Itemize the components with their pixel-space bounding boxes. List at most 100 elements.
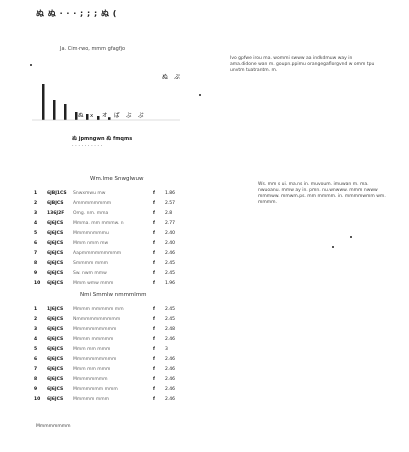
bar-1 bbox=[42, 84, 45, 120]
cell-title: Mmm mm mmm bbox=[73, 346, 111, 352]
footer-text: Mmmmmmmm bbox=[36, 424, 71, 429]
cell-score: 2.45 bbox=[165, 306, 176, 312]
cell-num: 1 bbox=[34, 190, 38, 196]
bar-7 bbox=[108, 117, 111, 120]
table-row: 6 6J6JCS Mmm nmm mw f 2.40 bbox=[34, 238, 185, 248]
cell-pts: f bbox=[153, 190, 155, 196]
cell-date: 1J6JCS bbox=[47, 306, 64, 312]
cell-date: 6J6JCS bbox=[47, 366, 64, 372]
cell-title: Mmmmnmmmu bbox=[73, 230, 109, 236]
cell-date: 6J6JCS bbox=[47, 230, 64, 236]
cell-num: 4 bbox=[34, 336, 38, 342]
table-row: 4 6J6JCS Mmma. mm mmmw. n f 2.77 bbox=[34, 218, 185, 228]
cell-score: 2.46 bbox=[165, 376, 176, 382]
cell-pts: f bbox=[153, 346, 155, 352]
cell-score: 3 bbox=[165, 346, 168, 352]
cell-pts: f bbox=[153, 220, 155, 226]
table-row: 1 6JBJ1CS Snwxmwu mw f 1.86 bbox=[34, 188, 185, 198]
table-row: 8 6J6JCS Mmmmmmmm f 2.46 bbox=[34, 374, 185, 384]
table-row: 4 6J6JCS Mmmm mmmmm f 2.46 bbox=[34, 334, 185, 344]
cell-num: 2 bbox=[34, 316, 38, 322]
cell-score: 2.45 bbox=[165, 260, 176, 266]
cell-pts: f bbox=[153, 260, 155, 266]
cell-score: 2.45 bbox=[165, 270, 176, 276]
tick-label: オ bbox=[102, 112, 108, 119]
cell-score: 2.46 bbox=[165, 396, 176, 402]
cell-num: 7 bbox=[34, 366, 38, 372]
cell-date: 6J6JCS bbox=[47, 250, 64, 256]
marker-b: ぷ bbox=[173, 74, 180, 81]
cell-num: 8 bbox=[34, 376, 38, 382]
cell-title: Mmma. mm mmmw. n bbox=[73, 220, 124, 226]
cell-title: Mmmmmmmmmm bbox=[73, 356, 117, 362]
cell-num: 4 bbox=[34, 220, 38, 226]
cell-pts: f bbox=[153, 210, 155, 216]
table-row: 7 6J6JCS Mmm mm mmm f 2.46 bbox=[34, 364, 185, 374]
cell-title: Omg. nm. mma bbox=[73, 210, 109, 216]
cell-num: 6 bbox=[34, 240, 38, 246]
cell-date: 136J2F bbox=[47, 210, 65, 216]
cell-date: 6J6JCS bbox=[47, 396, 64, 402]
cell-score: 2.46 bbox=[165, 356, 176, 362]
cell-pts: f bbox=[153, 316, 155, 322]
cell-date: 6J6JCS bbox=[47, 376, 64, 382]
cell-num: 9 bbox=[34, 270, 38, 276]
cell-pts: f bbox=[153, 200, 155, 206]
caption-line: ぬ jpmngwn ぬ fmqms bbox=[72, 136, 133, 142]
tick-label: x bbox=[90, 113, 94, 119]
cell-score: 2.46 bbox=[165, 250, 176, 256]
table-row: 10 6J6JCS Mmmmm mmm f 2.46 bbox=[34, 394, 185, 404]
cell-date: 6J6JCS bbox=[47, 386, 64, 392]
bar-5 bbox=[86, 114, 89, 120]
cell-pts: f bbox=[153, 250, 155, 256]
bar-3 bbox=[64, 104, 67, 120]
cell-date: 6JBJCS bbox=[47, 200, 64, 206]
table-row: 7 6J6JCS Aapmmmmmmmmm f 2.46 bbox=[34, 248, 185, 258]
cell-title: Aapmmmmmmmmm bbox=[73, 250, 122, 256]
cell-date: 6J6JCS bbox=[47, 346, 64, 352]
ranking-table: 1 6JBJ1CS Snwxmwu mw f 1.86 2 6JBJCS Ammmmmmmm f… bbox=[34, 188, 185, 288]
ranking-table: 1 1J6JCS Mmmm mmmmm mm f 2.45 2 6J6JCS Nmmmmmmm… bbox=[34, 304, 185, 404]
note-paragraph: Ws. mm s ui. ma.ns in. muvoum. imuwan m.… bbox=[258, 182, 386, 205]
cell-pts: f bbox=[153, 240, 155, 246]
cell-score: 2.48 bbox=[165, 326, 176, 332]
bar-4 bbox=[75, 112, 78, 120]
table-row: 6 6J6JCS Mmmmmmmmmm f 2.46 bbox=[34, 354, 185, 364]
cell-pts: f bbox=[153, 326, 155, 332]
tick-label: ぬ bbox=[78, 112, 84, 119]
cell-score: 1.96 bbox=[165, 280, 176, 286]
cell-num: 10 bbox=[34, 280, 41, 286]
note-paragraph: Ivo gpfwe irou ma. wommi swww aa indkdmu… bbox=[230, 56, 375, 73]
cell-title: Mmmmmmmmmm bbox=[73, 326, 117, 332]
table-row: 9 6J6JCS Sw. nwm mmw f 2.45 bbox=[34, 268, 185, 278]
cell-title: Mmmmm mmm bbox=[73, 396, 109, 402]
cell-date: 6JBJ1CS bbox=[47, 190, 67, 196]
note-dot bbox=[350, 236, 352, 238]
cell-date: 6J6JCS bbox=[47, 270, 64, 276]
cell-date: 6J6JCS bbox=[47, 260, 64, 266]
cell-score: 2.46 bbox=[165, 366, 176, 372]
cell-score: 2.46 bbox=[165, 336, 176, 342]
cell-pts: f bbox=[153, 336, 155, 342]
cell-title: Mmmm mmmmm bbox=[73, 336, 114, 342]
chart-title: Ja. Cim·rwo, mmm gfagfjo bbox=[60, 46, 126, 52]
cell-date: 6J6JCS bbox=[47, 240, 64, 246]
cell-pts: f bbox=[153, 230, 155, 236]
chart-dot bbox=[199, 94, 201, 96]
cell-num: 3 bbox=[34, 210, 38, 216]
caption-line: · · · · · · · · · · bbox=[72, 143, 103, 149]
cell-num: 10 bbox=[34, 396, 41, 402]
cell-pts: f bbox=[153, 376, 155, 382]
cell-pts: f bbox=[153, 280, 155, 286]
cell-title: Sw. nwm mmw bbox=[73, 270, 107, 276]
chart-caption: ぬ jpmngwn ぬ fmqms · · · · · · · · · · bbox=[72, 136, 132, 150]
bar-6 bbox=[97, 116, 100, 120]
table-row: 8 6J6JCS Smmmm mmm f 2.45 bbox=[34, 258, 185, 268]
cell-title: Mmmm mmmmm mm bbox=[73, 306, 124, 312]
cell-pts: f bbox=[153, 366, 155, 372]
bar-2 bbox=[53, 100, 56, 120]
cell-num: 3 bbox=[34, 326, 38, 332]
cell-num: 5 bbox=[34, 346, 38, 352]
table-row: 10 6J6JCS Mmm wmw mmm f 1.96 bbox=[34, 278, 185, 288]
cell-title: Mmmmmmmm bbox=[73, 376, 108, 382]
